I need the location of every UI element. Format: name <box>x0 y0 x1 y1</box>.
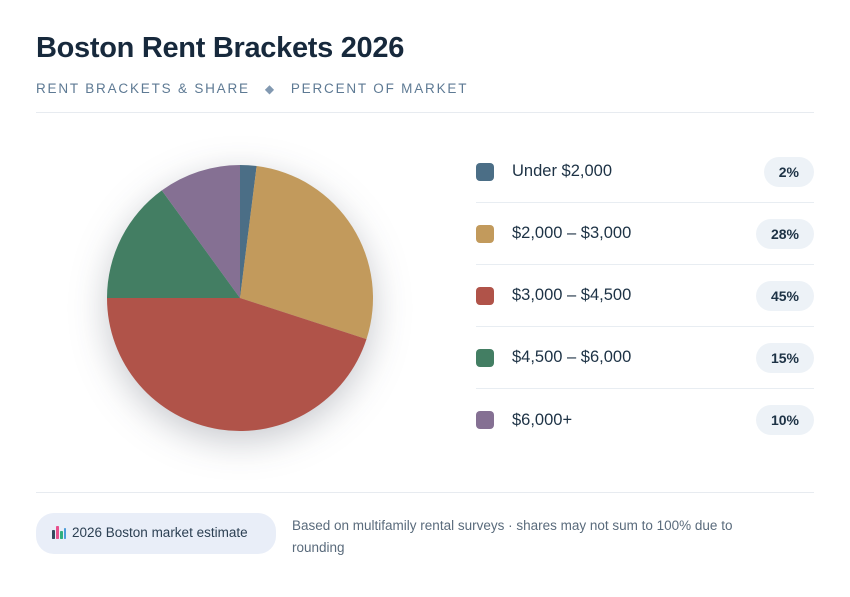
legend-item[interactable]: $4,500 – $6,000 15% <box>476 327 814 389</box>
footer: 2026 Boston market estimate Based on mul… <box>36 513 814 559</box>
legend-swatch <box>476 286 494 305</box>
header-divider <box>36 112 814 113</box>
legend-label: $4,500 – $6,000 <box>512 348 632 366</box>
legend-swatch <box>476 411 494 429</box>
footnote: Based on multifamily rental surveys · sh… <box>292 518 733 555</box>
legend-swatch <box>476 162 494 181</box>
footer-divider <box>36 492 814 493</box>
chart-area: Under $2,000 2% $2,000 – $3,000 28% $3,0… <box>36 113 814 492</box>
page-title: Boston Rent Brackets 2026 <box>36 32 405 64</box>
pie-chart[interactable] <box>105 163 375 433</box>
header: Boston Rent Brackets 2026 RENT BRACKETS … <box>36 0 814 113</box>
legend-value-badge: 45% <box>755 280 814 311</box>
legend-value-badge: 2% <box>763 156 814 187</box>
legend-item[interactable]: $2,000 – $3,000 28% <box>476 203 814 265</box>
pie-slice[interactable] <box>107 298 367 432</box>
source-badge: 2026 Boston market estimate <box>36 513 276 554</box>
legend-value-badge: 15% <box>755 342 814 373</box>
legend-swatch <box>476 348 494 367</box>
legend-label: $2,000 – $3,000 <box>512 224 632 242</box>
pie-slice[interactable] <box>161 165 240 298</box>
legend-label: Under $2,000 <box>512 162 612 180</box>
pie-slice[interactable] <box>240 166 373 340</box>
legend-swatch <box>476 224 494 243</box>
subtitle-left-label: RENT BRACKETS & SHARE <box>36 81 250 96</box>
legend: Under $2,000 2% $2,000 – $3,000 28% $3,0… <box>476 141 814 451</box>
legend-value-badge: 10% <box>755 405 814 435</box>
pie-slice[interactable] <box>107 190 240 298</box>
legend-label: $6,000+ <box>512 410 573 429</box>
source-badge-label: 2026 Boston market estimate <box>72 525 248 540</box>
subtitle: RENT BRACKETS & SHARE ◆ PERCENT OF MARKE… <box>36 81 814 96</box>
legend-item[interactable]: $6,000+ 10% <box>476 389 814 451</box>
legend-item[interactable]: Under $2,000 2% <box>476 141 814 203</box>
legend-item[interactable]: $3,000 – $4,500 45% <box>476 265 814 327</box>
legend-value-badge: 28% <box>755 218 814 249</box>
legend-label: $3,000 – $4,500 <box>512 286 632 304</box>
diamond-separator-icon: ◆ <box>264 81 276 96</box>
pie-slice[interactable] <box>240 165 257 298</box>
subtitle-right-label: PERCENT OF MARKET <box>290 81 469 96</box>
bar-chart-icon <box>52 526 66 539</box>
